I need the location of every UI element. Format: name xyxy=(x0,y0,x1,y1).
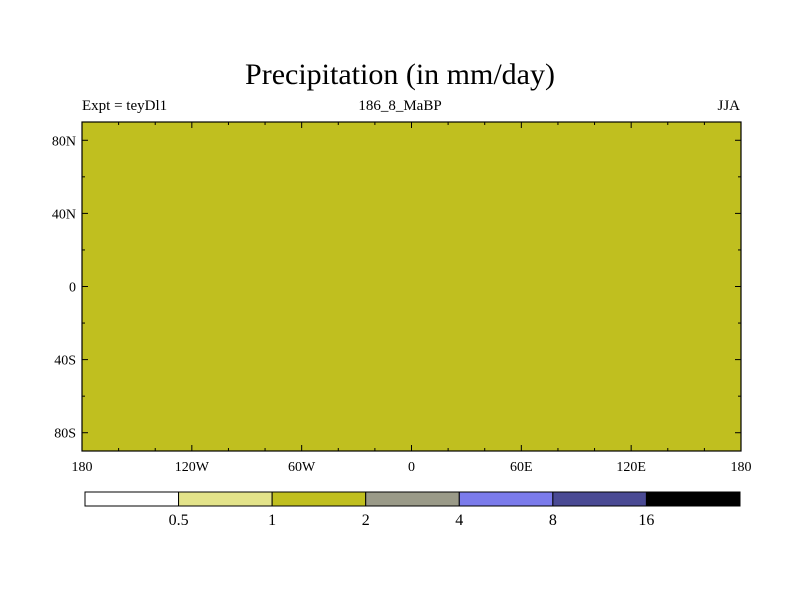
period-label: 186_8_MaBP xyxy=(358,98,442,114)
season-label: JJA xyxy=(717,98,740,114)
lon-tick-label: 120W xyxy=(175,460,210,475)
tick-marks xyxy=(81,122,742,451)
colorbar-label: 16 xyxy=(638,512,654,529)
colorbar-swatch xyxy=(178,491,273,507)
colorbar-swatch xyxy=(84,491,180,507)
lat-tick-label: 0 xyxy=(69,281,76,296)
colorbar-swatch xyxy=(271,491,367,507)
lon-tick-label: 120E xyxy=(616,460,646,475)
colorbar-label: 4 xyxy=(455,512,463,529)
colorbar-label: 8 xyxy=(549,512,557,529)
lat-tick-label: 80N xyxy=(52,134,76,149)
lon-tick-label: 180 xyxy=(72,460,93,475)
lat-tick-label: 40N xyxy=(52,207,76,222)
colorbar-label: 0.5 xyxy=(169,512,189,529)
precip-base-band xyxy=(82,122,741,451)
lon-tick-label: 0 xyxy=(408,460,415,475)
lon-tick-label: 180 xyxy=(731,460,752,475)
lat-tick-label: 40S xyxy=(54,354,76,369)
lat-tick-label: 80S xyxy=(54,427,76,442)
experiment-label: Expt = teyDl1 xyxy=(82,98,168,114)
colorbar-swatch xyxy=(552,491,647,507)
lon-tick-label: 60W xyxy=(288,460,316,475)
lon-tick-label: 60E xyxy=(510,460,533,475)
colorbar-swatch xyxy=(645,491,741,507)
colorbar-label: 2 xyxy=(362,512,370,529)
map-title: Precipitation (in mm/day) xyxy=(245,58,555,91)
colorbar-swatch xyxy=(365,491,460,507)
colorbar-swatch xyxy=(458,491,554,507)
colorbar-label: 1 xyxy=(268,512,276,529)
